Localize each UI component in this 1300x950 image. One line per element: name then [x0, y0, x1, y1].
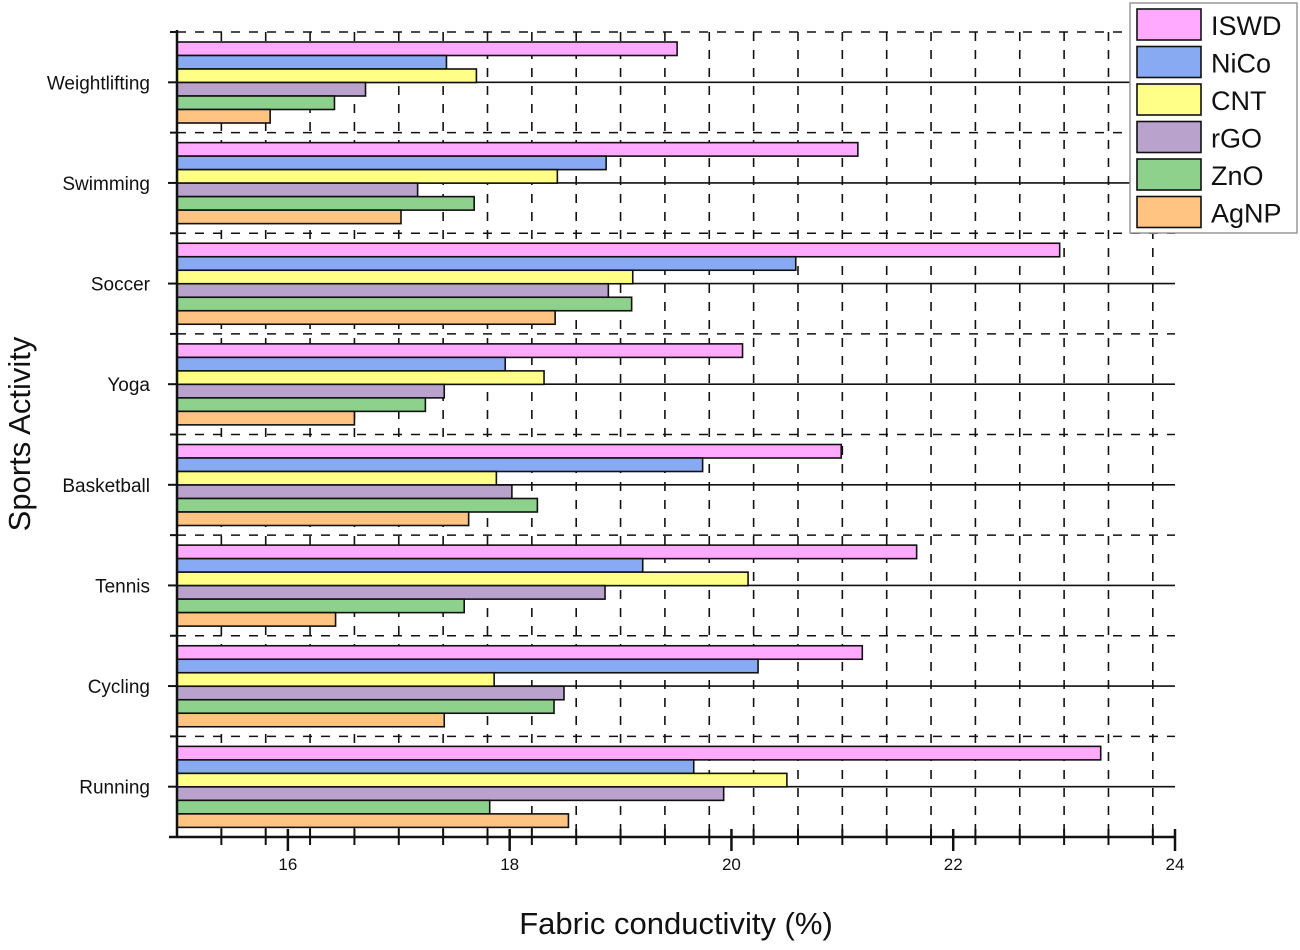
- bar-zno-basketball: [176, 497, 539, 513]
- bar-rgo-running: [176, 786, 725, 802]
- legend-swatch-agnp: [1136, 195, 1202, 229]
- bar-cnt-running: [176, 772, 788, 788]
- y-tick-label: Cycling: [88, 677, 150, 698]
- x-tick-label: 20: [722, 855, 741, 874]
- bar-nico-tennis: [176, 557, 644, 573]
- bar-rgo-cycling: [176, 685, 565, 701]
- legend-box: [1129, 2, 1298, 234]
- x-tick-label: 18: [500, 855, 519, 874]
- bar-iswd-weightlifting: [176, 41, 678, 57]
- legend-swatch-rgo: [1136, 120, 1202, 154]
- y-tick-label: Tennis: [95, 576, 150, 597]
- bar-nico-swimming: [176, 155, 607, 171]
- bar-zno-swimming: [176, 195, 475, 211]
- legend-label-rgo: rGO: [1211, 124, 1262, 154]
- bar-cnt-weightlifting: [176, 68, 478, 84]
- bar-zno-cycling: [176, 698, 555, 715]
- bar-rgo-swimming: [176, 182, 419, 198]
- bar-agnp-swimming: [176, 209, 402, 225]
- bar-nico-basketball: [176, 457, 704, 473]
- bar-rgo-tennis: [176, 584, 606, 600]
- bar-iswd-cycling: [176, 644, 864, 661]
- bar-rgo-basketball: [176, 484, 513, 500]
- legend-label-agnp: AgNP: [1211, 199, 1282, 229]
- bar-iswd-yoga: [176, 343, 744, 359]
- bar-rgo-weightlifting: [176, 81, 367, 97]
- bar-agnp-cycling: [176, 712, 446, 728]
- bar-iswd-running: [176, 745, 1102, 761]
- axes: Weightlifting Swimming Soccer Yoga Basketbal…: [47, 30, 1185, 874]
- bar-cnt-yoga: [176, 370, 545, 386]
- y-tick-label: Basketball: [62, 476, 150, 497]
- y-tick-label: Running: [79, 778, 150, 799]
- bar-rgo-yoga: [176, 383, 446, 399]
- bar-cnt-tennis: [176, 571, 749, 587]
- bar-agnp-running: [176, 813, 570, 829]
- bar-rgo-soccer: [176, 282, 610, 299]
- y-tick-label: Soccer: [91, 275, 151, 296]
- bar-agnp-soccer: [176, 309, 556, 326]
- bar-nico-cycling: [176, 658, 759, 674]
- bars: [176, 41, 1102, 829]
- bar-iswd-basketball: [176, 443, 843, 459]
- bar-cnt-swimming: [176, 168, 559, 184]
- bar-cnt-cycling: [176, 671, 495, 688]
- bar-zno-soccer: [176, 296, 633, 312]
- y-tick-label: Weightlifting: [47, 73, 150, 94]
- x-tick-label: 22: [944, 855, 963, 874]
- bar-zno-yoga: [176, 397, 427, 413]
- bar-iswd-soccer: [176, 242, 1061, 258]
- legend-label-nico: NiCo: [1211, 49, 1271, 79]
- legend: ISWD NiCo CNT rGO ZnO AgNP: [1129, 2, 1298, 234]
- bar-agnp-basketball: [176, 511, 470, 527]
- legend-label-cnt: CNT: [1211, 86, 1267, 116]
- legend-swatch-iswd: [1136, 8, 1202, 41]
- bar-zno-tennis: [176, 598, 466, 614]
- bar-iswd-tennis: [176, 544, 918, 560]
- x-tick-label: 16: [278, 855, 297, 874]
- bar-nico-soccer: [176, 255, 797, 272]
- bar-iswd-swimming: [176, 141, 859, 157]
- bar-zno-running: [176, 799, 491, 815]
- legend-swatch-nico: [1136, 45, 1202, 79]
- bar-nico-weightlifting: [176, 54, 448, 70]
- x-tick-label: 24: [1166, 855, 1185, 874]
- legend-label-iswd: ISWD: [1211, 11, 1282, 41]
- legend-swatch-zno: [1136, 158, 1202, 191]
- legend-swatch-cnt: [1136, 83, 1202, 116]
- bar-agnp-tennis: [176, 611, 337, 627]
- bar-zno-weightlifting: [176, 95, 336, 111]
- legend-label-zno: ZnO: [1211, 161, 1264, 191]
- x-axis-label: Fabric conductivity (%): [519, 906, 833, 941]
- bar-cnt-basketball: [176, 470, 498, 486]
- bar-agnp-weightlifting: [176, 108, 271, 124]
- bar-cnt-soccer: [176, 269, 634, 285]
- y-tick-label: Yoga: [107, 375, 150, 396]
- bar-agnp-yoga: [176, 410, 356, 426]
- y-axis-label: Sports Activity: [2, 336, 37, 531]
- bar-nico-running: [176, 759, 695, 775]
- y-tick-label: Swimming: [62, 174, 150, 195]
- bar-nico-yoga: [176, 356, 507, 372]
